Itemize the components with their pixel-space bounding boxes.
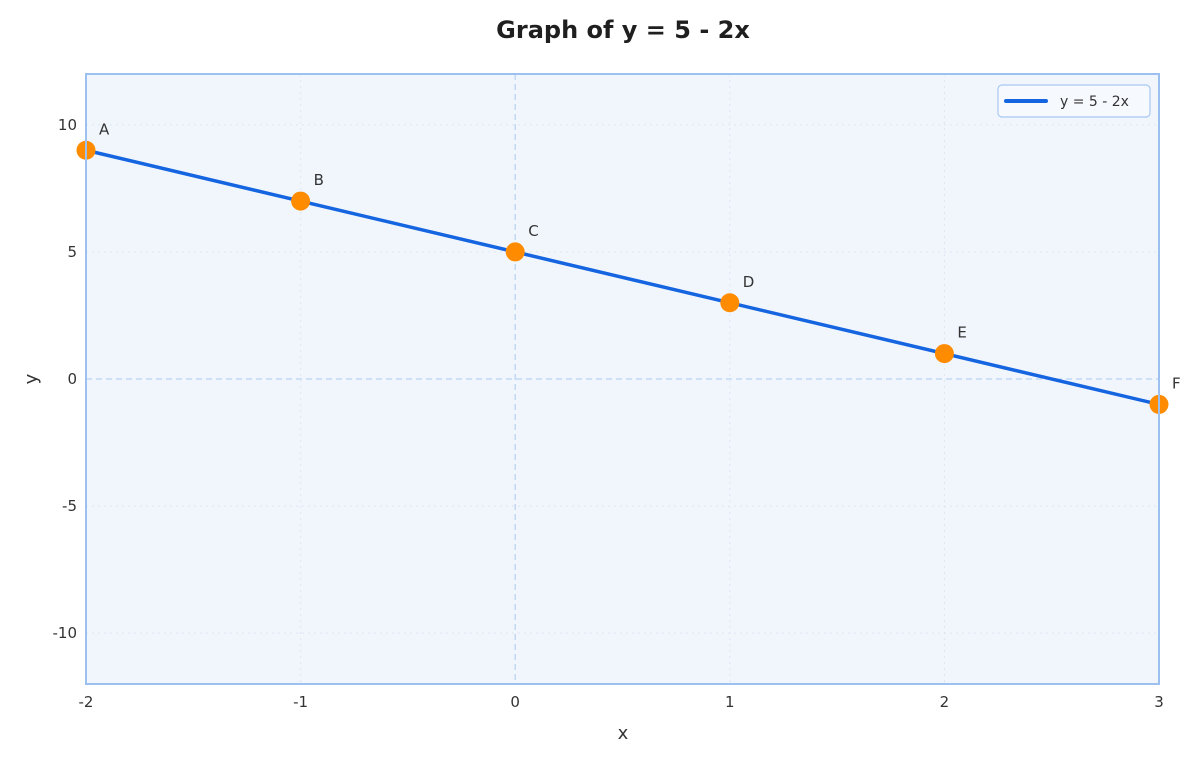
x-tick-label: -2	[79, 693, 94, 711]
y-tick-label: -5	[62, 497, 77, 515]
plot-frame	[85, 73, 1160, 685]
chart-title: Graph of y = 5 - 2x	[496, 16, 750, 44]
data-point-c: C	[505, 222, 539, 262]
y-tick-label: 0	[67, 370, 77, 388]
series-line	[84, 148, 1161, 407]
point-marker	[934, 344, 954, 364]
y-tick-label: 5	[67, 243, 77, 261]
point-label: D	[743, 273, 755, 291]
x-tick-label: 2	[940, 693, 950, 711]
data-series	[84, 148, 1161, 407]
x-tick-label: -1	[293, 693, 308, 711]
data-point-b: B	[291, 171, 324, 211]
x-tick-label: 0	[510, 693, 520, 711]
x-axis-ticks: -2 -1 0 1 2 3	[79, 693, 1164, 711]
point-label: E	[957, 324, 966, 342]
point-label: B	[314, 171, 324, 189]
y-tick-label: 10	[58, 116, 77, 134]
legend-box	[997, 84, 1151, 118]
data-point-d: D	[720, 273, 754, 313]
point-marker	[291, 191, 311, 211]
x-axis-label: x	[618, 723, 629, 744]
legend-label: y = 5 - 2x	[1060, 94, 1129, 110]
x-tick-label: 3	[1154, 693, 1164, 711]
point-label: A	[99, 120, 110, 138]
y-axis-ticks: -10 -5 0 5 10	[53, 116, 78, 642]
y-tick-label: -10	[53, 624, 78, 642]
gridlines	[85, 74, 1160, 684]
data-point-e: E	[934, 324, 967, 364]
point-marker	[720, 293, 740, 313]
legend: y = 5 - 2x	[997, 84, 1151, 118]
zero-axis-lines	[86, 74, 1159, 684]
point-label: F	[1172, 374, 1181, 392]
y-axis-label: y	[21, 373, 42, 384]
point-label: C	[528, 222, 538, 240]
x-tick-label: 1	[725, 693, 735, 711]
point-marker	[505, 242, 525, 262]
